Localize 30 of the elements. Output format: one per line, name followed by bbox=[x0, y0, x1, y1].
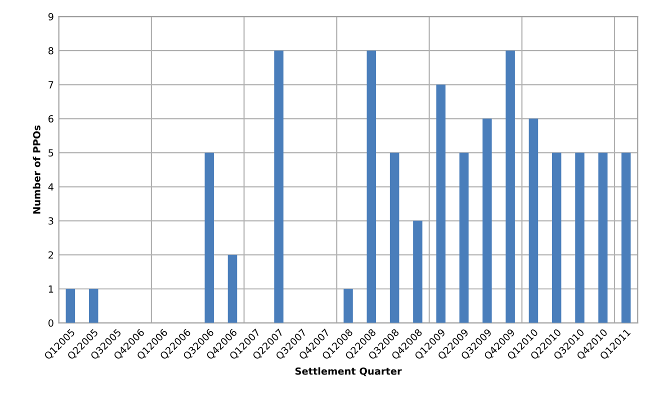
bar bbox=[228, 254, 238, 323]
y-tick-label: 4 bbox=[48, 183, 54, 190]
y-tick-label: 7 bbox=[48, 81, 54, 88]
bar bbox=[366, 50, 376, 323]
y-axis-title: Number of PPOs bbox=[32, 125, 40, 214]
x-axis-title: Settlement Quarter bbox=[295, 367, 402, 376]
y-tick-label: 3 bbox=[48, 217, 54, 225]
bar bbox=[598, 152, 608, 323]
bar bbox=[575, 152, 584, 323]
bar bbox=[88, 288, 98, 323]
y-tick-label: 1 bbox=[48, 285, 54, 293]
bar bbox=[528, 118, 538, 323]
bar bbox=[482, 118, 492, 323]
bar bbox=[552, 152, 562, 323]
bar bbox=[274, 50, 284, 323]
bar bbox=[459, 152, 469, 323]
y-tick-label: 5 bbox=[48, 149, 54, 157]
y-tick-label: 9 bbox=[48, 13, 54, 20]
bar bbox=[66, 288, 76, 323]
bar bbox=[344, 288, 353, 323]
bar bbox=[204, 152, 214, 323]
y-tick-label: 0 bbox=[48, 319, 54, 327]
y-tick-label: 2 bbox=[48, 251, 54, 259]
bar bbox=[390, 152, 400, 323]
y-tick-label: 8 bbox=[48, 47, 54, 54]
bar bbox=[621, 152, 631, 323]
bar bbox=[413, 220, 422, 323]
bar bbox=[436, 84, 446, 323]
bar bbox=[506, 50, 515, 323]
y-tick-label: 6 bbox=[48, 115, 54, 123]
